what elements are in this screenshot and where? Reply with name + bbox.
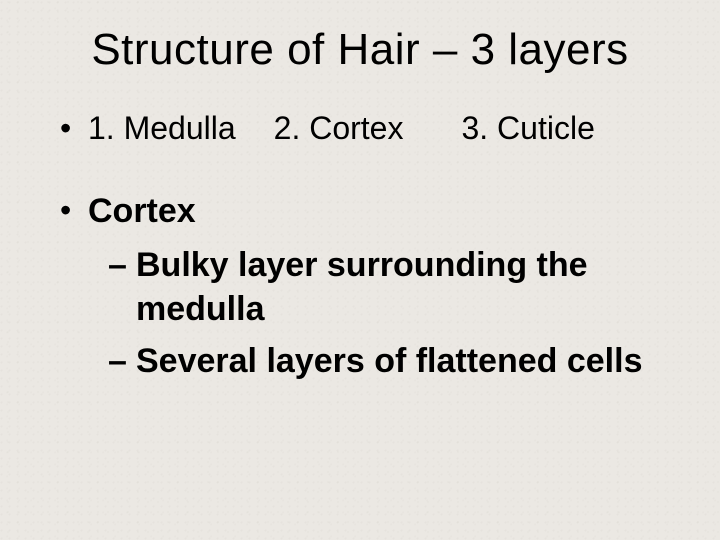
main-bullet-list: 1. Medulla 2. Cortex 3. Cuticle Cortex Bul… <box>40 110 680 384</box>
layer-2-label: 2. Cortex <box>274 110 404 146</box>
cortex-point-1: Bulky layer surrounding the medulla <box>108 243 680 331</box>
cortex-sub-list: Bulky layer surrounding the medulla Seve… <box>88 243 680 384</box>
layer-3-label: 3. Cuticle <box>461 110 594 146</box>
layers-bullet: 1. Medulla 2. Cortex 3. Cuticle <box>60 110 680 147</box>
slide-title: Structure of Hair – 3 layers <box>40 25 680 75</box>
cortex-point-2: Several layers of flattened cells <box>108 339 680 383</box>
cortex-header: Cortex <box>88 192 680 231</box>
layers-row: 1. Medulla 2. Cortex 3. Cuticle <box>88 110 595 146</box>
layer-1-label: 1. Medulla <box>88 110 236 146</box>
cortex-bullet: Cortex Bulky layer surrounding the medul… <box>60 192 680 384</box>
